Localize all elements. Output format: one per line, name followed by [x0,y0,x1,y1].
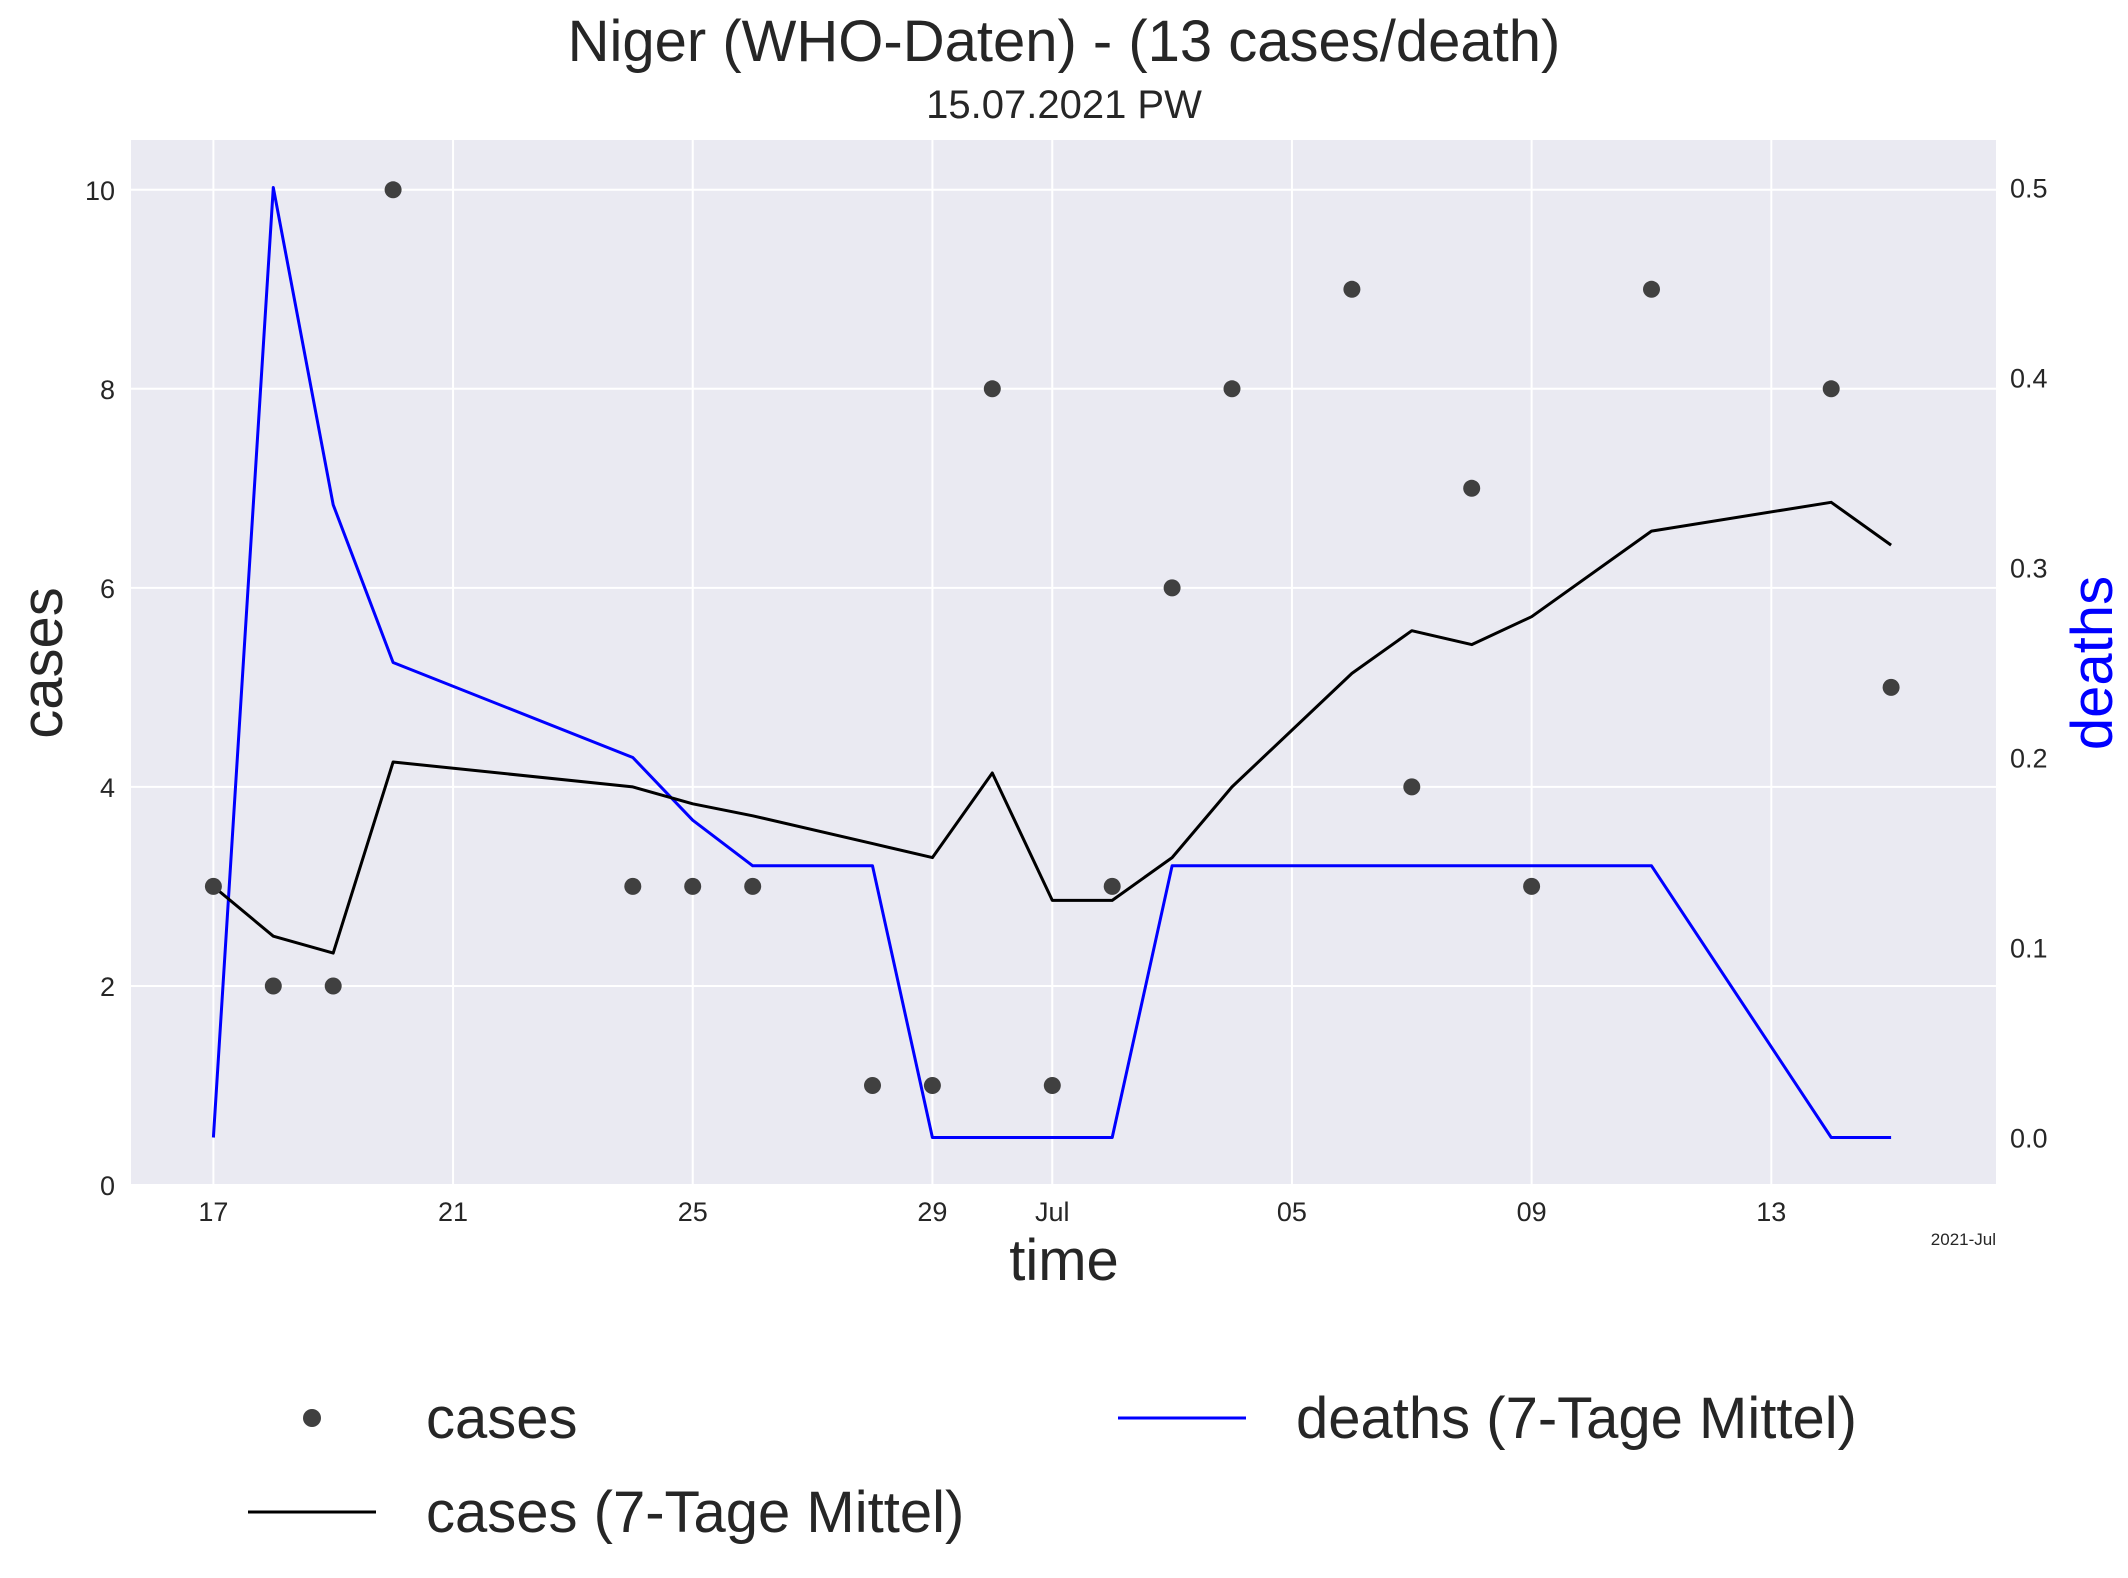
x-axis-offset-label: 2021-Jul [1931,1230,1996,1249]
y-axis-label: cases [10,587,75,739]
cases-avg-line [212,500,1892,955]
x-tick-label: 13 [1756,1197,1786,1227]
cases-point [264,977,282,995]
cases-point [1163,579,1181,597]
y-tick-label: 0 [100,1171,115,1201]
x-tick-label: 21 [438,1197,468,1227]
grid [131,140,1996,1186]
cases-point [864,1077,881,1094]
y-tick-label: 4 [100,773,115,803]
y-axis-left-ticks: 0 2 4 6 8 10 [85,176,115,1201]
y-axis-right-ticks: 0.0 0.1 0.2 0.3 0.4 0.5 [2010,174,2048,1154]
legend-item-deaths-avg: deaths (7-Tage Mittel) [1118,1386,1857,1451]
x-axis-ticks: 17 21 25 29 Jul 05 09 13 [198,1197,1786,1227]
legend-item-cases-avg: cases (7-Tage Mittel) [248,1480,964,1545]
y-right-tick-label: 0.5 [2010,174,2048,204]
cases-point [983,380,1001,398]
cases-point [1223,380,1241,398]
cases-point [684,877,702,895]
x-tick-label: 05 [1277,1197,1307,1227]
y-axis-right-label: deaths [2060,576,2125,750]
y-tick-label: 10 [85,176,115,206]
cases-point [744,877,762,895]
legend: cases cases (7-Tage Mittel) deaths (7-Ta… [248,1386,1857,1545]
series-layer [204,181,1900,1139]
y-tick-label: 2 [100,972,115,1002]
chart-subtitle: 15.07.2021 PW [926,83,1202,127]
cases-point [1103,877,1121,895]
legend-item-cases: cases [303,1386,578,1451]
y-right-tick-label: 0.3 [2010,554,2048,584]
cases-point [1343,280,1361,298]
cases-point [1523,877,1541,895]
deaths-avg-line [211,186,1892,1139]
y-right-tick-label: 0.2 [2010,744,2048,774]
cases-point [324,977,342,995]
x-axis-label: time [1009,1228,1119,1293]
cases-point [1822,380,1840,398]
y-right-tick-label: 0.4 [2010,364,2048,394]
y-tick-label: 8 [100,375,115,405]
cases-point [1882,678,1900,696]
cases-point [1043,1077,1061,1094]
legend-label-cases: cases [426,1386,578,1451]
x-tick-label: Jul [1035,1197,1070,1227]
cases-point [923,1077,941,1094]
cases-point [624,877,642,895]
x-tick-label: 09 [1517,1197,1547,1227]
cases-point [384,181,402,199]
chart-title: Niger (WHO-Daten) - (13 cases/death) [568,9,1561,74]
legend-marker-cases [303,1409,321,1427]
cases-point [1643,280,1660,298]
plot-area [131,140,1996,1185]
y-right-tick-label: 0.0 [2010,1124,2048,1154]
x-tick-label: 25 [678,1197,708,1227]
legend-label-deaths-avg: deaths (7-Tage Mittel) [1296,1386,1857,1451]
cases-point [1463,479,1481,497]
y-right-tick-label: 0.1 [2010,934,2048,964]
cases-point [1403,778,1421,796]
x-tick-label: 17 [198,1197,228,1227]
cases-point [204,877,222,895]
y-tick-label: 6 [100,574,115,604]
legend-label-cases-avg: cases (7-Tage Mittel) [426,1480,964,1545]
x-tick-label: 29 [917,1197,947,1227]
